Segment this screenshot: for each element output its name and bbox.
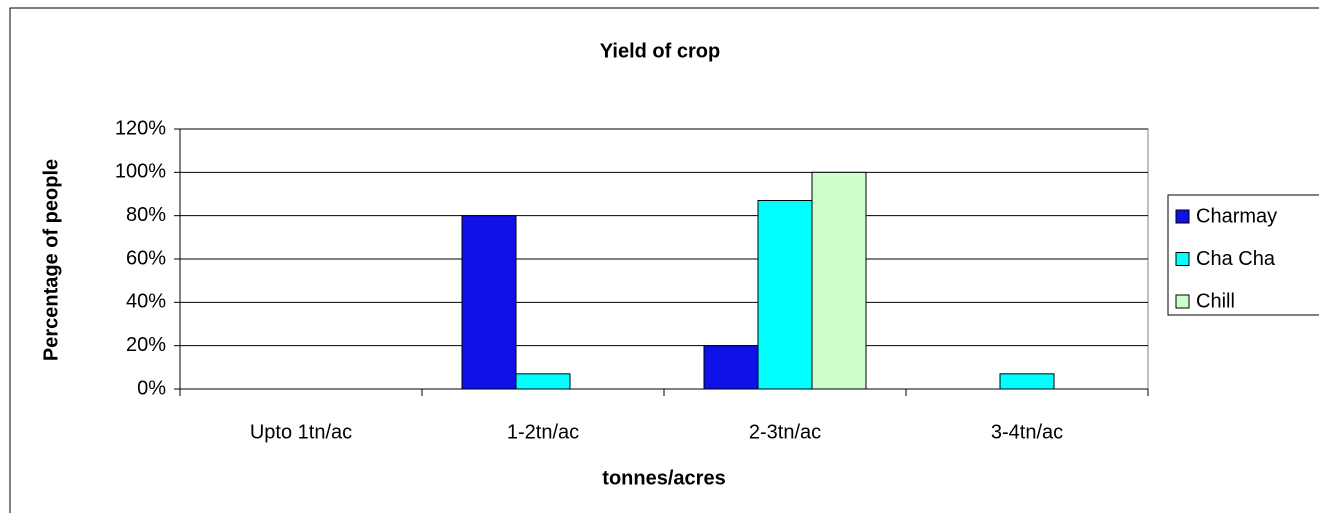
bar — [999, 373, 1055, 390]
chart-title: Yield of crop — [600, 40, 720, 62]
bar — [757, 200, 813, 390]
x-axis-label: tonnes/acres — [602, 467, 725, 489]
y-tick-label: 120% — [115, 117, 166, 139]
legend-box — [1167, 194, 1319, 316]
legend-label: Chill — [1196, 290, 1235, 312]
legend-swatch — [1175, 294, 1190, 309]
x-tick-label: 3-4tn/ac — [991, 421, 1063, 443]
legend-label: Charmay — [1196, 205, 1277, 227]
legend-label: Cha Cha — [1196, 248, 1276, 270]
bar — [461, 215, 517, 390]
bar — [811, 171, 867, 390]
y-tick-label: 40% — [126, 291, 166, 313]
legend-swatch — [1175, 252, 1190, 266]
y-tick-label: 60% — [126, 247, 166, 269]
x-tick-label: Upto 1tn/ac — [250, 421, 352, 443]
y-tick-label: 80% — [126, 204, 166, 226]
y-tick-label: 20% — [126, 334, 166, 356]
y-tick-label: 100% — [115, 161, 166, 183]
bar — [703, 345, 759, 390]
x-tick-label: 1-2tn/ac — [507, 421, 579, 443]
x-tick-label: 2-3tn/ac — [749, 421, 821, 443]
y-axis-label: Percentage of people — [40, 159, 62, 361]
legend-swatch — [1175, 209, 1190, 224]
y-tick-label: 0% — [137, 377, 166, 399]
bar — [515, 373, 571, 390]
